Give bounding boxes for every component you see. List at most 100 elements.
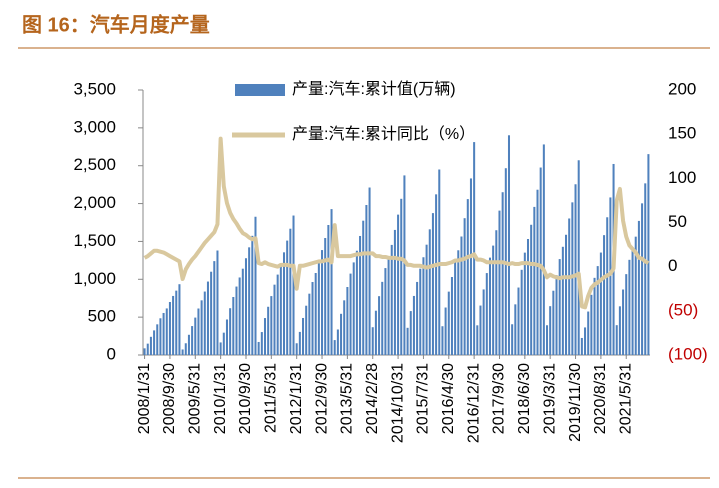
bar: [523, 252, 526, 355]
bar: [359, 235, 362, 355]
legend-label: 产量:汽车:累计值(万辆): [292, 80, 456, 98]
bar: [587, 311, 590, 355]
y2-tick-label: 150: [668, 124, 696, 143]
bar: [501, 192, 504, 355]
bar: [492, 245, 495, 355]
bar: [381, 281, 384, 355]
bar: [149, 336, 152, 355]
bar: [422, 257, 425, 355]
bar: [419, 268, 422, 355]
bar: [308, 293, 311, 355]
legend-swatch: [235, 84, 285, 96]
bar: [225, 319, 228, 355]
x-tick-label: 2008/9/30: [161, 363, 178, 434]
bar: [286, 240, 289, 355]
x-tick-label: 2015/7/31: [415, 363, 432, 434]
bar: [238, 277, 241, 355]
bar: [482, 289, 485, 355]
bar: [609, 197, 612, 355]
bar: [425, 244, 428, 355]
bar: [143, 348, 146, 355]
line: [143, 136, 650, 310]
bar: [596, 266, 599, 355]
bar: [378, 296, 381, 355]
bar: [469, 178, 472, 355]
x-tick-label: 2010/9/30: [237, 363, 254, 434]
y-tick-label: 1,000: [73, 269, 116, 288]
bar: [349, 273, 352, 355]
y2-tick-label: 50: [668, 212, 687, 231]
bar: [336, 329, 339, 355]
bar: [178, 284, 181, 355]
bar: [282, 252, 286, 355]
bar: [466, 199, 469, 355]
bar: [400, 198, 403, 355]
x-tick-label: 2018/6/30: [516, 363, 533, 434]
bar: [254, 216, 257, 355]
bar: [235, 286, 238, 355]
y-tick-label: 2,000: [73, 193, 116, 212]
bar: [536, 189, 539, 355]
x-tick-label: 2008/1/31: [136, 363, 153, 434]
bar: [165, 308, 168, 355]
bar: [565, 234, 568, 355]
x-tick-label: 2013/5/31: [339, 363, 356, 434]
bar: [187, 334, 190, 355]
bar: [298, 331, 301, 355]
x-tick-label: 2009/5/31: [187, 363, 204, 434]
bar: [343, 300, 346, 355]
bar: [397, 214, 400, 355]
bar: [561, 246, 564, 355]
bar: [622, 289, 625, 355]
bar: [603, 235, 606, 355]
bar: [409, 311, 412, 355]
bar: [390, 244, 393, 355]
y2-tick-label: (50): [668, 300, 698, 319]
bar: [273, 284, 276, 355]
bar: [384, 268, 387, 355]
bar: [463, 218, 466, 355]
bar: [530, 224, 533, 355]
x-tick-label: 2021/5/31: [617, 363, 634, 434]
bar: [488, 257, 491, 355]
bar: [172, 295, 175, 355]
bar: [485, 273, 488, 355]
bar: [431, 213, 434, 355]
bar: [615, 325, 618, 355]
bar: [314, 273, 317, 355]
bar: [476, 325, 479, 355]
bar: [593, 277, 596, 355]
y-tick-label: 3,500: [73, 79, 116, 98]
bar: [311, 282, 314, 355]
bar: [387, 257, 390, 355]
bar: [267, 306, 270, 355]
bar: [292, 215, 295, 355]
bar: [574, 184, 577, 355]
bar: [368, 187, 371, 355]
y2-tick-label: 0: [668, 256, 677, 275]
bar: [479, 305, 482, 355]
bar: [457, 250, 460, 355]
bar: [552, 290, 555, 355]
y-tick-label: 2,500: [73, 155, 116, 174]
bar: [346, 287, 349, 355]
bar: [498, 210, 501, 355]
chart-title: 图 16：汽车月度产量: [22, 12, 210, 36]
x-tick-label: 2020/8/31: [592, 363, 609, 434]
y2-tick-label: 200: [668, 79, 696, 98]
y2-tick-label: 100: [668, 168, 696, 187]
bar: [568, 218, 571, 355]
bar: [584, 327, 587, 355]
y-tick-label: 3,000: [73, 117, 116, 136]
bar: [634, 236, 637, 355]
bar: [216, 250, 219, 355]
bar: [305, 305, 308, 355]
bar: [435, 194, 438, 355]
bar: [618, 306, 621, 355]
x-tick-label: 2011/5/31: [263, 363, 280, 433]
x-tick-label: 2014/10/31: [389, 363, 406, 443]
bar: [213, 261, 216, 355]
bar: [526, 239, 530, 355]
x-tick-label: 2016/12/31: [465, 363, 482, 443]
